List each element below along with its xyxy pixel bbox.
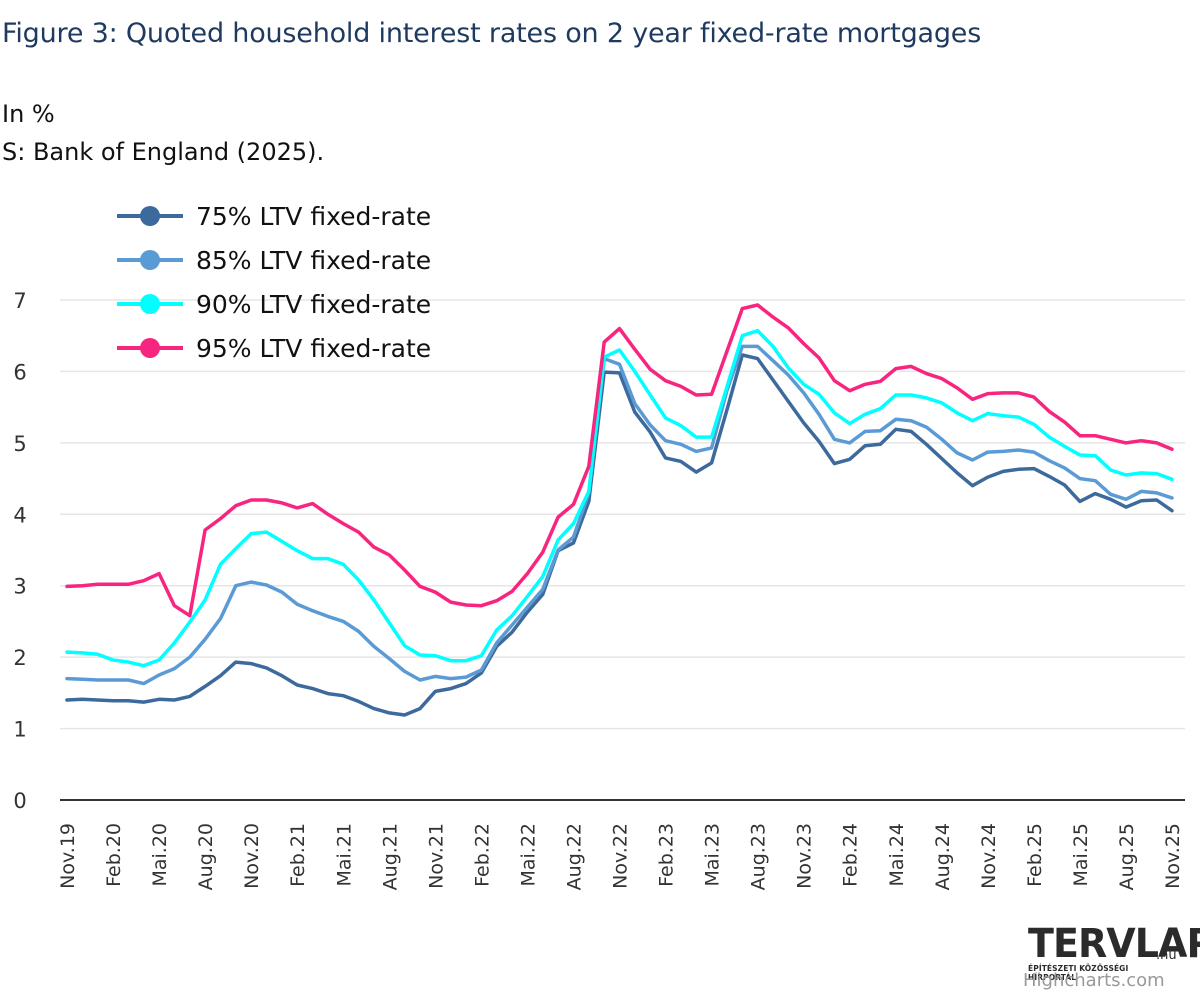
y-tick-label: 4 [13,503,26,527]
x-tick-label: Feb.24 [840,823,862,887]
x-tick-label: Aug.24 [932,823,954,890]
legend-marker-icon [140,294,160,314]
legend-marker-icon [140,250,160,270]
x-tick-label: Nov.19 [57,823,79,889]
y-tick-label: 2 [13,646,26,670]
legend-label: 90% LTV fixed-rate [196,290,431,319]
x-axis-ticks: Nov.19 Feb.20 Mai.20 Aug.20 Nov.20 Feb.21 Mai.… [57,823,1184,890]
chart-subtitle: In % [2,100,55,128]
legend-item[interactable]: 90% LTV fixed-rate [117,290,431,319]
x-tick-label: Mai.24 [886,823,908,887]
x-tick-label: Nov.23 [794,823,816,889]
legend-item[interactable]: 75% LTV fixed-rate [117,202,431,231]
x-tick-label: Aug.20 [195,823,217,890]
y-tick-label: 5 [13,432,26,456]
logo-tagline: ÉPÍTÉSZETI KÖZÖSSÉGI HÍRPORTÁL [1028,964,1129,982]
series-lines [65,303,1174,717]
x-tick-label: Nov.22 [610,823,632,889]
logo-suffix: .hu [1156,948,1177,963]
x-tick-label: Feb.22 [471,823,493,887]
legend-label: 85% LTV fixed-rate [196,246,431,275]
x-tick-label: Mai.25 [1070,823,1092,887]
y-tick-label: 0 [13,789,26,813]
y-axis-ticks: 0 1 2 3 4 5 6 7 [13,289,26,813]
x-tick-label: Aug.23 [748,823,770,890]
legend: 75% LTV fixed-rate 85% LTV fixed-rate 90% … [117,202,431,363]
x-tick-label: Nov.24 [978,823,1000,889]
series-line-95ltv[interactable] [65,303,1174,618]
y-tick-label: 3 [13,575,26,599]
y-tick-label: 7 [13,289,26,313]
y-tick-label: 1 [13,718,26,742]
chart-credits[interactable]: Highcharts.com [1023,970,1165,991]
legend-item[interactable]: 95% LTV fixed-rate [117,334,431,363]
chart-source: S: Bank of England (2025). [2,138,325,166]
legend-label: 75% LTV fixed-rate [196,202,431,231]
logo-wordmark: TERVLAP [1028,921,1200,967]
x-tick-label: Nov.20 [241,823,263,889]
x-tick-label: Nov.25 [1162,823,1184,889]
y-tick-label: 6 [13,360,26,384]
series-line-90ltv[interactable] [65,328,1174,668]
x-tick-label: Aug.25 [1116,823,1138,890]
series-line-85ltv[interactable] [65,344,1174,686]
x-tick-label: Aug.22 [563,823,585,890]
legend-marker-icon [140,338,160,358]
x-tick-label: Aug.21 [379,823,401,890]
x-tick-label: Feb.25 [1024,823,1046,887]
x-tick-label: Mai.22 [517,823,539,887]
x-tick-label: Mai.21 [333,823,355,887]
x-tick-label: Feb.20 [103,823,125,887]
x-tick-label: Feb.21 [287,823,309,887]
x-tick-label: Mai.23 [702,823,724,887]
x-tick-label: Nov.21 [425,823,447,889]
x-tick-label: Mai.20 [149,823,171,887]
gridlines [60,299,1185,801]
chart-title: Figure 3: Quoted household interest rate… [2,18,982,49]
legend-label: 95% LTV fixed-rate [196,334,431,363]
legend-item[interactable]: 85% LTV fixed-rate [117,246,431,275]
x-tick-label: Feb.23 [656,823,678,887]
tervlap-logo: TERVLAP .hu ÉPÍTÉSZETI KÖZÖSSÉGI HÍRPORT… [1028,921,1200,982]
legend-marker-icon [140,206,160,226]
series-line-75ltv[interactable] [65,353,1174,717]
